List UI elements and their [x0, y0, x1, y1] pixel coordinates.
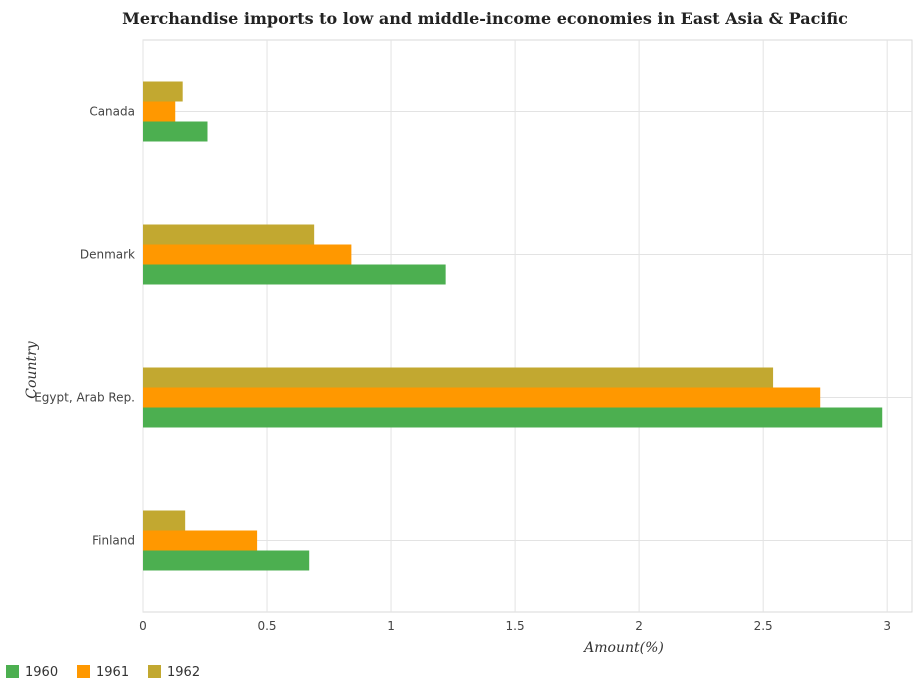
- bar-1960-1: [143, 264, 446, 285]
- grid: [142, 39, 913, 613]
- legend-label: 1960: [25, 665, 58, 680]
- bar-1961-0: [143, 101, 176, 122]
- bar-1960-3: [143, 550, 310, 571]
- y-tick-label: Canada: [89, 105, 135, 119]
- chart-title: Merchandise imports to low and middle-in…: [122, 9, 848, 28]
- y-tick-label: Finland: [92, 534, 135, 548]
- y-tick-label: Egypt, Arab Rep.: [34, 391, 135, 405]
- bar-1960-2: [143, 407, 883, 428]
- x-tick-label: 1.5: [506, 619, 525, 633]
- legend-swatch-1961: [77, 665, 90, 678]
- x-axis-title: Amount(%): [582, 640, 664, 656]
- bar-1961-1: [143, 244, 352, 265]
- legend-swatch-1960: [6, 665, 19, 678]
- plot-frame: [142, 39, 913, 613]
- x-tick-label: 0: [139, 619, 147, 633]
- legend-label: 1962: [167, 665, 200, 680]
- x-tick-label: 3: [883, 619, 891, 633]
- bar-1962-2: [143, 367, 774, 388]
- bar-1962-0: [143, 81, 183, 102]
- bar-1962-1: [143, 224, 315, 245]
- legend-label: 1961: [96, 665, 129, 680]
- bar-1960-0: [143, 121, 208, 142]
- bar-1961-3: [143, 530, 258, 551]
- x-tick-label: 0.5: [257, 619, 276, 633]
- x-tick-label: 2.5: [754, 619, 773, 633]
- y-axis-title: Country: [24, 340, 40, 398]
- y-axis-ticks: Canada Denmark Egypt, Arab Rep. Finland: [34, 105, 135, 548]
- y-tick-label: Denmark: [80, 248, 135, 262]
- legend-swatch-1962: [148, 665, 161, 678]
- legend: 1960 1961 1962: [6, 665, 200, 680]
- bars: [143, 81, 883, 571]
- x-tick-label: 2: [635, 619, 643, 633]
- x-tick-label: 1: [387, 619, 395, 633]
- x-axis-ticks: 0 0.5 1 1.5 2 2.5 3: [139, 619, 891, 633]
- bar-1961-2: [143, 387, 821, 408]
- bar-1962-3: [143, 510, 186, 531]
